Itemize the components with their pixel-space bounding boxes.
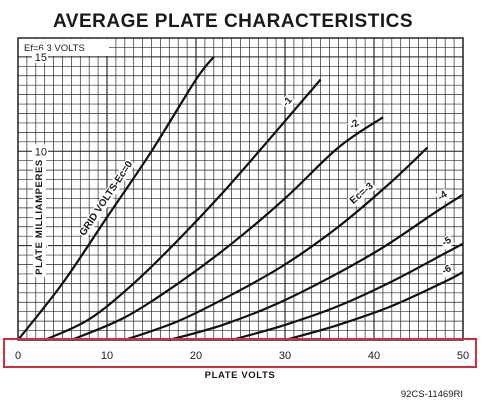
y-tick-label-background [32, 49, 48, 63]
curves [17, 56, 464, 342]
curve-label-background [439, 234, 455, 250]
curve-label-background [346, 116, 363, 133]
curve-series-4 [169, 193, 464, 342]
x-tick-label: 30 [279, 350, 291, 362]
curve-label-background [347, 179, 377, 208]
x-tick-label: 0 [15, 350, 21, 362]
highlight-box [3, 338, 477, 368]
x-tick-label: 10 [101, 350, 113, 362]
y-tick-label: 10 [35, 146, 47, 158]
curve-label-background [77, 158, 137, 239]
y-tick-label: 15 [35, 52, 47, 64]
curve-label-series-2: -2 [348, 118, 362, 132]
curve-series-1 [44, 78, 322, 341]
curve-series-0 [17, 56, 215, 341]
x-axis-label: PLATE VOLTS [205, 370, 276, 381]
curve-series-3 [124, 146, 429, 342]
x-tick-label: 50 [457, 350, 469, 362]
curve-label-series-6: -6 [440, 263, 453, 277]
curve-label-background [439, 262, 455, 278]
chart-title: AVERAGE PLATE CHARACTERISTICS [53, 11, 413, 32]
y-axis-label-background [33, 157, 46, 277]
curve-series-2 [70, 116, 384, 342]
curve-label-series-1: -1 [281, 95, 295, 109]
x-tick-label: 20 [190, 350, 202, 362]
heater-note: Ef=6.3 VOLTS [24, 43, 85, 54]
curve-label-series-5: -5 [440, 235, 453, 249]
curve-label-background [279, 93, 296, 110]
curve-series-6 [284, 271, 464, 342]
grid [17, 37, 464, 341]
y-axis-label: PLATE MILLIAMPERES [34, 159, 45, 275]
curve-label-series-4: -4 [436, 189, 450, 203]
x-tick-labels: 0 10 20 30 40 50 [15, 350, 469, 362]
curve-label-background [435, 188, 451, 204]
y-tick-label-background [32, 144, 48, 158]
curve-series-5 [231, 242, 464, 342]
figure-code: 92CS-11469RI [401, 389, 463, 400]
x-tick-label: 40 [368, 350, 380, 362]
